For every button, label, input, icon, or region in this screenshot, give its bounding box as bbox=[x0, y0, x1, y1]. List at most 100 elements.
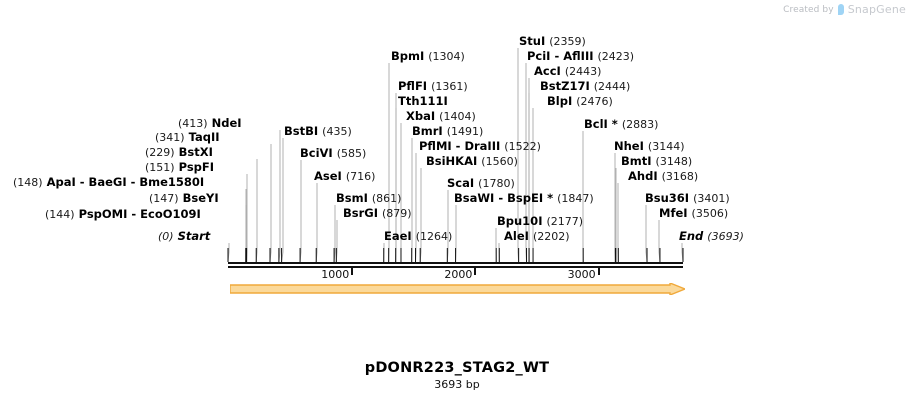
page-title: pDONR223_STAG2_WT bbox=[364, 360, 550, 376]
scale-tick-label: 2000 bbox=[444, 268, 473, 281]
label-bsihkai[interactable]: BsiHKAI (1560) bbox=[426, 155, 518, 168]
scale-tick-label: 3000 bbox=[567, 268, 596, 281]
label-taqii[interactable]: (341) TaqII bbox=[155, 131, 220, 144]
label-start[interactable]: (0) Start bbox=[158, 230, 210, 243]
cut-position: (3693) bbox=[707, 230, 744, 243]
label-bstz17i[interactable]: BstZ17I (2444) bbox=[540, 80, 630, 93]
cut-position: (2423) bbox=[597, 50, 635, 63]
label-bsawi-bspei[interactable]: BsaWI - BspEI * (1847) bbox=[454, 192, 594, 205]
cut-position: (1847) bbox=[557, 192, 594, 205]
enzyme-name: AhdI bbox=[628, 169, 662, 183]
label-ndei[interactable]: (413) NdeI bbox=[178, 117, 242, 130]
label-ahdi[interactable]: AhdI (3168) bbox=[628, 170, 698, 183]
cut-position: (2359) bbox=[549, 35, 586, 48]
label-eaei[interactable]: EaeI (1264) bbox=[384, 230, 452, 243]
orf-arrow[interactable] bbox=[230, 283, 685, 295]
label-bcli[interactable]: BclI * (2883) bbox=[584, 118, 658, 131]
label-pflmi-draiii[interactable]: PflMI - DraIII (1522) bbox=[419, 140, 541, 153]
scale-tick-mark bbox=[351, 268, 354, 275]
cut-position: (585) bbox=[336, 147, 367, 160]
label-bseyi[interactable]: (147) BseYI bbox=[149, 192, 219, 205]
cut-position: (1264) bbox=[415, 230, 453, 243]
label-xbai[interactable]: XbaI (1404) bbox=[406, 110, 476, 123]
label-pcii-afliii[interactable]: PciI - AflIII (2423) bbox=[527, 50, 634, 63]
label-bstxi[interactable]: (229) BstXI bbox=[145, 146, 213, 159]
label-pspfi[interactable]: (151) PspFI bbox=[145, 161, 214, 174]
label-bsu36i[interactable]: Bsu36I (3401) bbox=[645, 192, 730, 205]
cut-position: (3506) bbox=[691, 207, 729, 220]
cut-position: (435) bbox=[322, 125, 352, 138]
enzyme-name: Tth111I bbox=[398, 94, 448, 108]
label-mfei[interactable]: MfeI (3506) bbox=[659, 207, 728, 220]
label-acci[interactable]: AccI (2443) bbox=[534, 65, 601, 78]
watermark-prefix: Created by bbox=[783, 4, 834, 15]
leader-line bbox=[227, 243, 230, 263]
title-block: pDONR223_STAG2_WT 3693 bp bbox=[0, 360, 914, 391]
label-stui[interactable]: StuI (2359) bbox=[519, 35, 586, 48]
enzyme-name: StuI bbox=[519, 34, 550, 48]
enzyme-name: AleI bbox=[504, 229, 533, 243]
cut-position: (151) bbox=[145, 161, 175, 174]
cut-position: (2177) bbox=[546, 215, 584, 228]
label-nhei[interactable]: NheI (3144) bbox=[614, 140, 684, 153]
cut-position: (2444) bbox=[593, 80, 631, 93]
label-alei[interactable]: AleI (2202) bbox=[504, 230, 570, 243]
label-bpmi[interactable]: BpmI (1304) bbox=[391, 50, 465, 63]
label-pspomi-ecoo109i[interactable]: (144) PspOMI - EcoO109I bbox=[45, 208, 201, 221]
enzyme-name: PspFI bbox=[174, 160, 215, 174]
label-scai[interactable]: ScaI (1780) bbox=[447, 177, 515, 190]
label-bsrgi[interactable]: BsrGI (879) bbox=[343, 207, 412, 220]
enzyme-name: Bpu10I bbox=[497, 214, 547, 228]
cut-position: (879) bbox=[382, 207, 412, 220]
label-pflfi[interactable]: PflFI (1361) bbox=[398, 80, 468, 93]
enzyme-name: ApaI - BaeGI - Bme1580I bbox=[42, 175, 205, 189]
leader-line bbox=[299, 160, 302, 263]
enzyme-name: NheI bbox=[614, 139, 648, 153]
enzyme-name: PspOMI - EcoO109I bbox=[74, 207, 201, 221]
enzyme-name: XbaI bbox=[406, 109, 440, 123]
leader-line bbox=[419, 168, 422, 263]
label-apai-baegi-bme1580i[interactable]: (148) ApaI - BaeGI - Bme1580I bbox=[13, 176, 204, 189]
enzyme-name: Bsu36I bbox=[645, 191, 694, 205]
plasmid-backbone[interactable] bbox=[228, 262, 683, 268]
leader-line bbox=[335, 220, 338, 263]
enzyme-name: BciVI bbox=[300, 146, 337, 160]
enzyme-name: ScaI bbox=[447, 176, 479, 190]
enzyme-name: PciI - AflIII bbox=[527, 49, 598, 63]
cut-position: (2202) bbox=[532, 230, 570, 243]
leader-line bbox=[281, 138, 284, 263]
enzyme-name: BsrGI bbox=[343, 206, 383, 220]
cut-position: (3144) bbox=[647, 140, 685, 153]
enzyme-name: PflFI bbox=[398, 79, 432, 93]
enzyme-name: BmtI bbox=[621, 154, 656, 168]
leader-line bbox=[315, 183, 318, 263]
label-bsmi[interactable]: BsmI (861) bbox=[336, 192, 401, 205]
label-asei[interactable]: AseI (716) bbox=[314, 170, 375, 183]
cut-position: (2883) bbox=[621, 118, 659, 131]
enzyme-name: BpmI bbox=[391, 49, 429, 63]
leader-line bbox=[255, 159, 258, 263]
cut-position: (341) bbox=[155, 131, 185, 144]
enzyme-name: BsmI bbox=[336, 191, 372, 205]
snapgene-watermark: Created by SnapGene bbox=[783, 3, 906, 16]
cut-position: (144) bbox=[45, 208, 75, 221]
cut-position: (3401) bbox=[693, 192, 730, 205]
label-bpu10i[interactable]: Bpu10I (2177) bbox=[497, 215, 583, 228]
cut-position: (2443) bbox=[564, 65, 602, 78]
cut-position: (1304) bbox=[428, 50, 465, 63]
leader-line bbox=[681, 243, 684, 263]
label-bmti[interactable]: BmtI (3148) bbox=[621, 155, 692, 168]
label-blpi[interactable]: BlpI (2476) bbox=[547, 95, 613, 108]
label-bmri[interactable]: BmrI (1491) bbox=[412, 125, 483, 138]
enzyme-name: NdeI bbox=[207, 116, 242, 130]
label-end[interactable]: End (3693) bbox=[679, 230, 744, 243]
watermark-brand: SnapGene bbox=[847, 3, 906, 16]
plasmid-size: 3693 bp bbox=[434, 378, 480, 391]
label-bstbi[interactable]: BstBI (435) bbox=[284, 125, 352, 138]
enzyme-name: AccI bbox=[534, 64, 565, 78]
label-tth111i[interactable]: Tth111I bbox=[398, 95, 448, 107]
enzyme-name: TaqII bbox=[184, 130, 220, 144]
enzyme-name: BclI * bbox=[584, 117, 622, 131]
label-bcivi[interactable]: BciVI (585) bbox=[300, 147, 366, 160]
